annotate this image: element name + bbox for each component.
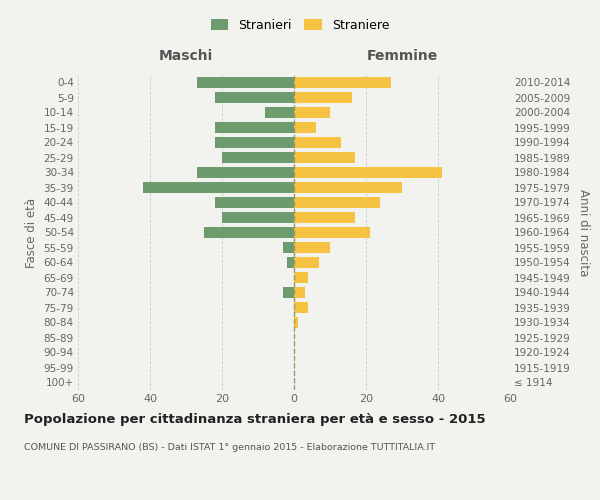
- Bar: [294, 242, 330, 253]
- Bar: [215, 197, 294, 208]
- Bar: [215, 92, 294, 103]
- Bar: [294, 287, 305, 298]
- Bar: [283, 287, 294, 298]
- Text: Popolazione per cittadinanza straniera per età e sesso - 2015: Popolazione per cittadinanza straniera p…: [24, 412, 485, 426]
- Bar: [215, 137, 294, 148]
- Bar: [204, 227, 294, 238]
- Bar: [265, 107, 294, 118]
- Bar: [294, 182, 402, 193]
- Bar: [294, 92, 352, 103]
- Bar: [222, 212, 294, 223]
- Bar: [197, 167, 294, 178]
- Bar: [294, 197, 380, 208]
- Y-axis label: Fasce di età: Fasce di età: [25, 198, 38, 268]
- Bar: [222, 152, 294, 163]
- Y-axis label: Anni di nascita: Anni di nascita: [577, 189, 590, 276]
- Bar: [294, 122, 316, 133]
- Bar: [294, 107, 330, 118]
- Text: Maschi: Maschi: [159, 48, 213, 62]
- Bar: [294, 272, 308, 283]
- Bar: [294, 212, 355, 223]
- Text: Femmine: Femmine: [367, 48, 437, 62]
- Bar: [215, 122, 294, 133]
- Bar: [294, 227, 370, 238]
- Bar: [294, 77, 391, 88]
- Bar: [294, 257, 319, 268]
- Bar: [143, 182, 294, 193]
- Bar: [294, 167, 442, 178]
- Bar: [283, 242, 294, 253]
- Bar: [294, 137, 341, 148]
- Bar: [294, 317, 298, 328]
- Bar: [294, 152, 355, 163]
- Text: COMUNE DI PASSIRANO (BS) - Dati ISTAT 1° gennaio 2015 - Elaborazione TUTTITALIA.: COMUNE DI PASSIRANO (BS) - Dati ISTAT 1°…: [24, 442, 435, 452]
- Bar: [294, 302, 308, 313]
- Bar: [197, 77, 294, 88]
- Legend: Stranieri, Straniere: Stranieri, Straniere: [206, 14, 394, 37]
- Bar: [287, 257, 294, 268]
